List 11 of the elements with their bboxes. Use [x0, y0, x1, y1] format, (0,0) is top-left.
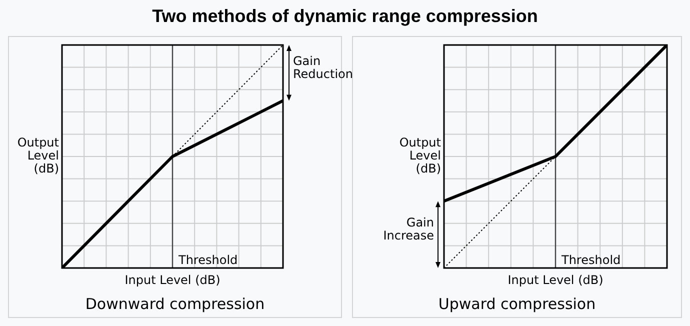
text: Upward compression: [438, 295, 596, 313]
text: Gain Increase: [383, 216, 434, 243]
y-axis-title: Output Level (dB): [399, 136, 442, 176]
x-axis-title: Input Level (dB): [124, 273, 220, 287]
annotation: Threshold: [560, 253, 621, 267]
text: Two methods of dynamic range compression: [151, 6, 539, 27]
y-axis-title: Output Level (dB): [17, 136, 60, 176]
text: Downward compression: [85, 295, 265, 313]
x-axis-title: Input Level (dB): [508, 273, 604, 287]
text: Gain Reduction: [293, 54, 353, 81]
annotation: Threshold: [178, 253, 238, 267]
